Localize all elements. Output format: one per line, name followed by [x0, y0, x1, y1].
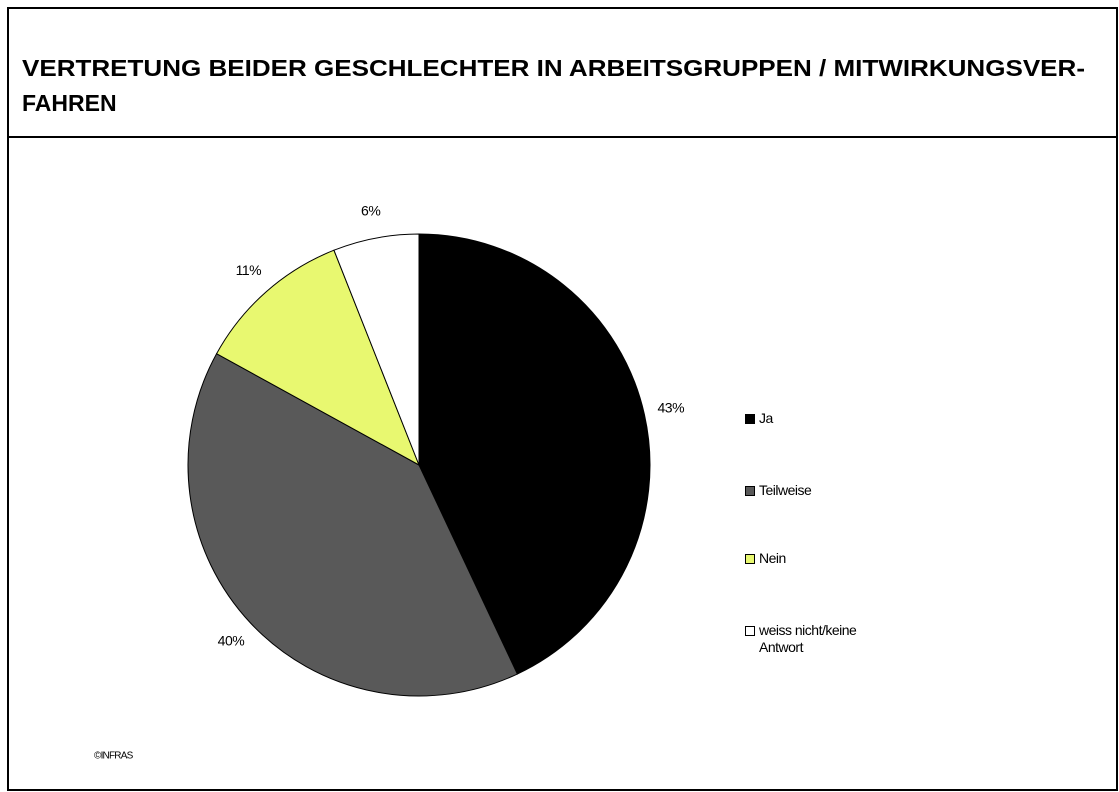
legend-item: weiss nicht/keine Antwort [745, 622, 899, 656]
legend-item: Teilweise [745, 482, 899, 499]
legend-label: Nein [759, 550, 786, 566]
legend-item: Nein [745, 550, 899, 567]
chart-title: VERTRETUNG BEIDER GESCHLECHTER IN ARBEIT… [22, 55, 1085, 116]
pie-slice [187, 353, 519, 697]
legend-swatch [745, 414, 755, 424]
pie-slice [418, 233, 651, 675]
data-label: 6% [361, 202, 380, 218]
frame [7, 7, 1118, 791]
data-label: 43% [658, 399, 685, 415]
data-label: 11% [236, 262, 262, 278]
legend-item: Ja [745, 410, 899, 427]
legend-swatch [745, 554, 755, 564]
legend-label: Teilweise [759, 482, 812, 498]
data-label: 40% [218, 632, 245, 648]
pie-slice [215, 249, 420, 467]
legend-swatch [745, 486, 755, 496]
source: ©INFRAS [94, 751, 134, 762]
legend-swatch [745, 626, 755, 636]
legend-label: weiss nicht/keine Antwort [759, 622, 857, 655]
legend-label: Ja [759, 410, 773, 426]
pie-slice [333, 233, 420, 466]
